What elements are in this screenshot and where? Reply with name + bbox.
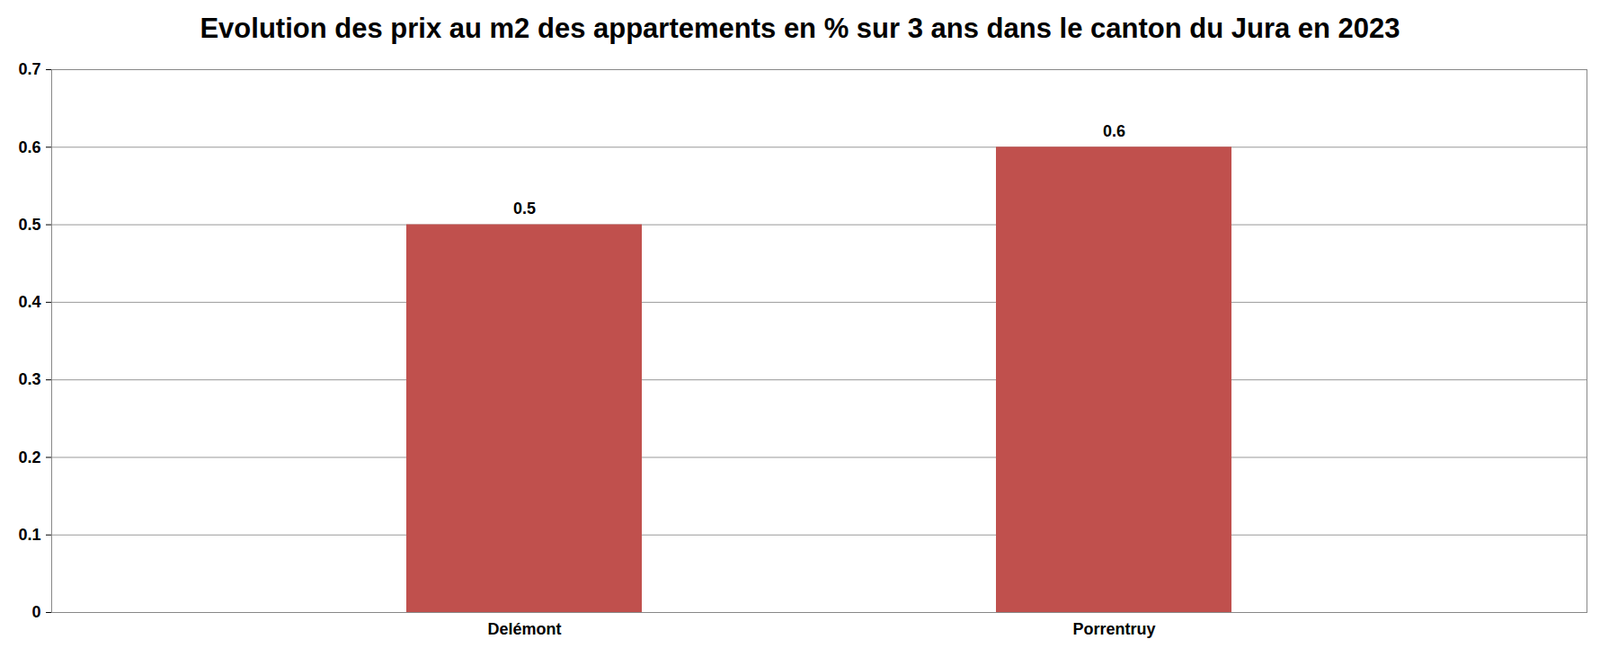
svg-text:0.2: 0.2	[17, 448, 41, 467]
svg-text:0.4: 0.4	[17, 293, 41, 312]
html-text:Evolution des prix au m2 des a: Evolution des prix au m2 des appartement…	[199, 12, 1401, 45]
svg-text:Delémont: Delémont	[487, 620, 561, 639]
svg-text:0: 0	[31, 603, 41, 622]
svg-text:0.1: 0.1	[17, 525, 41, 544]
svg-text:Porrentruy: Porrentruy	[1072, 620, 1156, 639]
svg-text:0.6: 0.6	[1102, 122, 1126, 141]
svg-text:0.5: 0.5	[17, 215, 41, 234]
svg-text:0.7: 0.7	[17, 60, 41, 79]
svg-text:0.6: 0.6	[17, 138, 41, 157]
svg-text:0.3: 0.3	[17, 370, 41, 389]
svg-text:0.5: 0.5	[513, 199, 536, 218]
